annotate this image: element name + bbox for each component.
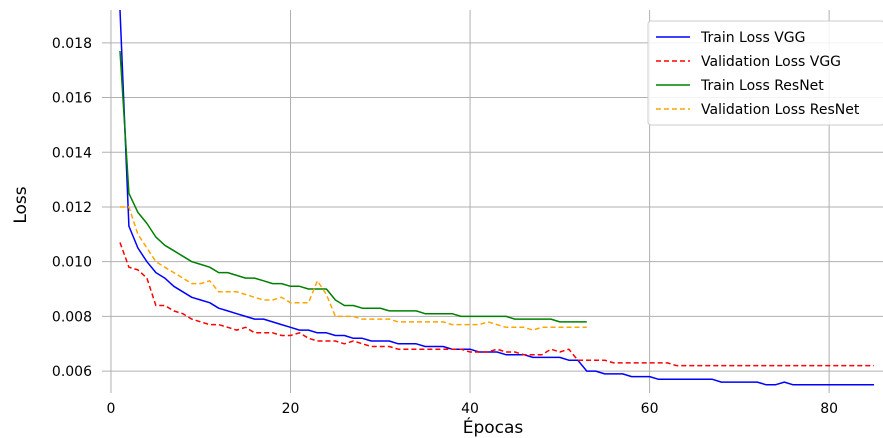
y-tick-label: 0.018 [52, 36, 92, 52]
series-line-validation-loss-resnet [120, 206, 587, 331]
x-tick-labels: 0 20 40 60 80 [107, 401, 839, 417]
y-tick-labels: 0.006 0.008 0.010 0.012 0.014 0.016 0.018 [52, 36, 92, 380]
y-tick-label: 0.014 [52, 145, 92, 161]
x-tick-label: 20 [282, 401, 300, 417]
x-tick-label: 80 [820, 401, 838, 417]
y-tick-label: 0.012 [52, 200, 92, 216]
x-tick-label: 40 [461, 401, 479, 417]
legend-label: Validation Loss ResNet [701, 102, 860, 118]
x-tick-label: 60 [641, 401, 659, 417]
y-tick-label: 0.016 [52, 91, 92, 107]
legend-box [647, 20, 883, 126]
x-tick-label: 0 [107, 401, 116, 417]
y-tick-label: 0.006 [52, 364, 92, 380]
y-tick-label: 0.008 [52, 309, 92, 325]
y-axis-label: Loss [11, 186, 31, 223]
series-line-validation-loss-vgg [119, 242, 874, 367]
legend-label: Validation Loss VGG [701, 54, 841, 70]
legend-label: Train Loss VGG [700, 30, 805, 46]
legend: Train Loss VGG Validation Loss VGG Train L… [647, 20, 883, 126]
y-tick-label: 0.010 [52, 255, 92, 271]
legend-label: Train Loss ResNet [700, 78, 824, 94]
series-line-train-loss-vgg [119, 9, 874, 386]
series-lines [119, 9, 874, 386]
series-line-train-loss-resnet [119, 50, 587, 323]
x-axis-label: Épocas [463, 416, 524, 438]
